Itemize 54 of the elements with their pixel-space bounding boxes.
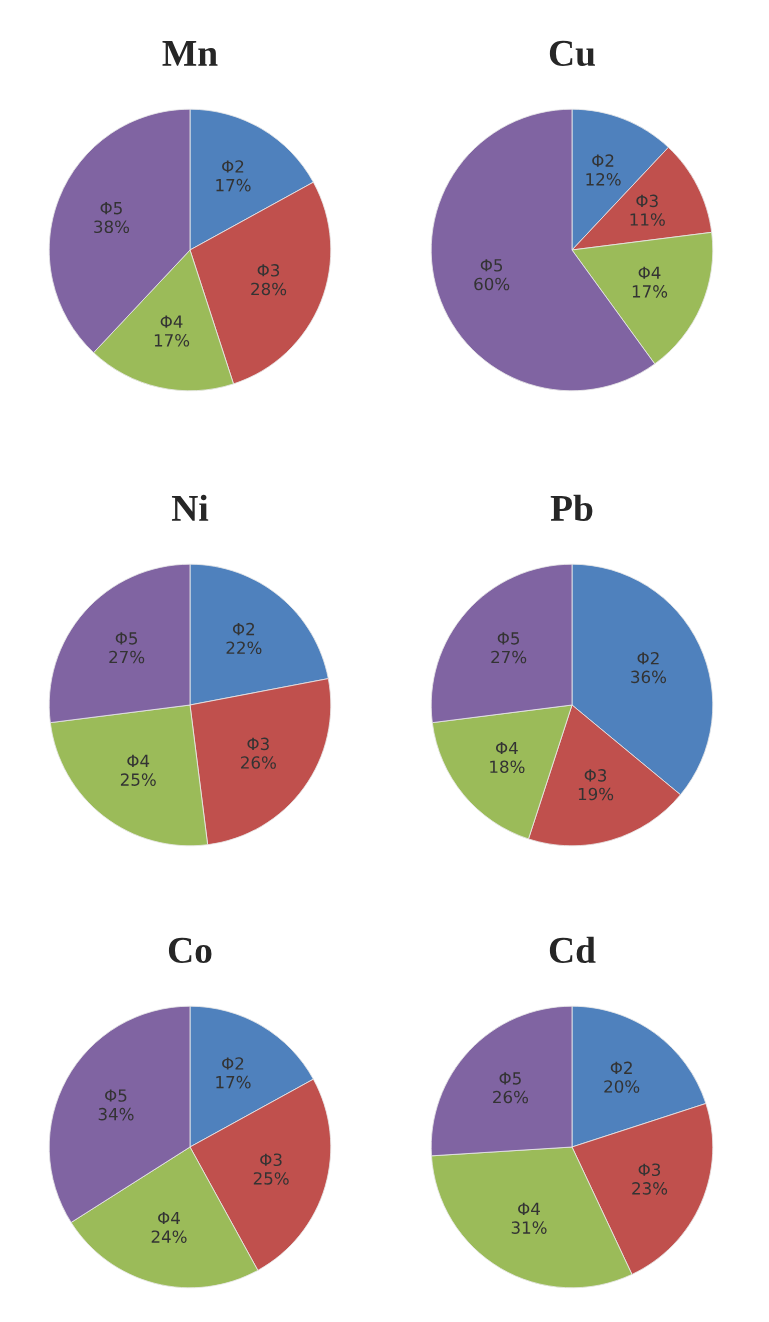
data-label: 25%: [253, 1172, 289, 1185]
slice-label: Φ5: [115, 632, 138, 645]
data-label: 20%: [604, 1080, 640, 1093]
slice-label: Φ4: [127, 754, 150, 768]
slice-label: Φ2: [222, 1057, 244, 1070]
slice-label: Φ4: [160, 315, 183, 328]
slice-label: Φ3: [584, 769, 607, 782]
chart-title: Pb: [550, 494, 593, 522]
slice-label: Φ5: [100, 202, 122, 215]
data-label: 17%: [216, 1075, 251, 1089]
chart-title: Ni: [171, 494, 209, 521]
slice-label: Φ2: [232, 622, 255, 636]
slice-label: Φ4: [638, 266, 661, 279]
data-label: 26%: [241, 756, 276, 769]
data-label: 22%: [226, 641, 262, 655]
slice-label: Φ4: [158, 1211, 180, 1225]
slice-label: Φ2: [637, 651, 659, 665]
data-label: 17%: [632, 285, 668, 298]
slice-label: Φ2: [222, 160, 244, 173]
slice-label: Φ3: [636, 194, 658, 208]
slice-label: Φ5: [480, 259, 503, 272]
slice-label: Φ2: [592, 154, 614, 167]
data-label: 11%: [630, 213, 665, 226]
chart-title: Co: [168, 937, 212, 964]
data-label: 34%: [98, 1107, 134, 1121]
data-label: 17%: [154, 334, 190, 347]
slice-label: Φ4: [518, 1202, 540, 1215]
data-label: 23%: [632, 1182, 668, 1195]
data-label: 60%: [474, 277, 510, 291]
data-label: 28%: [251, 282, 287, 296]
chart-title: Cd: [549, 936, 596, 964]
data-label: 18%: [490, 760, 525, 774]
data-label: 36%: [631, 670, 667, 684]
chart-title: Cu: [549, 40, 595, 67]
slice-label: Φ3: [247, 737, 269, 751]
data-label: 31%: [511, 1221, 547, 1234]
slice-label: Φ3: [257, 264, 280, 277]
data-label: 27%: [109, 650, 145, 664]
data-label: 25%: [120, 773, 156, 786]
slice-label: Φ5: [497, 632, 520, 645]
slice-label: Φ2: [610, 1061, 632, 1074]
slice-label: Φ4: [495, 741, 518, 755]
slice-label: Φ3: [638, 1163, 661, 1177]
slice-label: Φ3: [260, 1153, 282, 1167]
slice-label: Φ5: [105, 1089, 127, 1102]
chart-title: Mn: [162, 41, 218, 66]
data-label: 19%: [578, 787, 614, 801]
data-label: 38%: [94, 220, 130, 234]
data-label: 12%: [586, 173, 621, 186]
data-label: 24%: [151, 1230, 187, 1243]
slice-label: Φ5: [499, 1072, 521, 1085]
data-label: 17%: [216, 178, 251, 192]
data-label: 27%: [491, 650, 527, 664]
data-label: 26%: [493, 1090, 529, 1104]
